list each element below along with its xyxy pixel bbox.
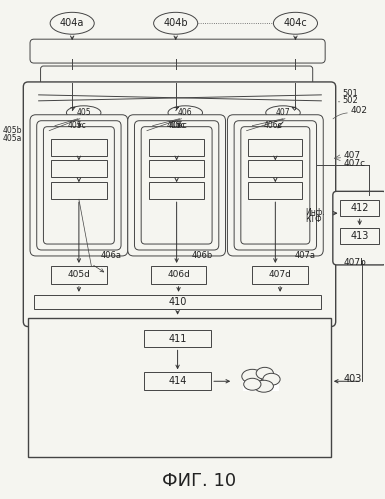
Bar bbox=[28, 318, 331, 457]
FancyBboxPatch shape bbox=[234, 121, 316, 250]
Text: 502: 502 bbox=[342, 96, 358, 105]
FancyBboxPatch shape bbox=[134, 121, 219, 250]
FancyBboxPatch shape bbox=[30, 115, 128, 256]
Text: 405c: 405c bbox=[166, 121, 185, 130]
Text: Инф.: Инф. bbox=[305, 208, 325, 217]
Ellipse shape bbox=[50, 12, 94, 34]
Ellipse shape bbox=[242, 369, 263, 383]
FancyBboxPatch shape bbox=[23, 82, 336, 326]
Ellipse shape bbox=[256, 367, 273, 379]
FancyBboxPatch shape bbox=[141, 127, 212, 244]
Text: 404b: 404b bbox=[163, 18, 188, 28]
Text: 405: 405 bbox=[76, 108, 91, 117]
Text: 404c: 404c bbox=[284, 18, 307, 28]
Text: 501: 501 bbox=[342, 89, 358, 98]
Text: 407b: 407b bbox=[343, 258, 366, 267]
Text: 411: 411 bbox=[168, 333, 187, 343]
Ellipse shape bbox=[154, 12, 198, 34]
Text: ФИГ. 10: ФИГ. 10 bbox=[162, 472, 236, 490]
Text: 414: 414 bbox=[168, 376, 187, 386]
Text: 402: 402 bbox=[350, 106, 367, 115]
Bar bbox=[248, 139, 302, 156]
Ellipse shape bbox=[263, 373, 280, 385]
Text: 407d: 407d bbox=[269, 270, 291, 279]
Ellipse shape bbox=[266, 106, 300, 120]
Text: 405c: 405c bbox=[68, 121, 86, 130]
Text: 407: 407 bbox=[343, 151, 360, 160]
Bar bbox=[151, 266, 206, 284]
Bar bbox=[248, 161, 302, 178]
Text: 405a: 405a bbox=[3, 134, 22, 143]
Text: 406: 406 bbox=[178, 108, 192, 117]
Bar bbox=[51, 266, 107, 284]
FancyBboxPatch shape bbox=[30, 39, 325, 63]
Ellipse shape bbox=[244, 378, 261, 390]
Bar bbox=[149, 139, 204, 156]
Text: 406d: 406d bbox=[167, 270, 190, 279]
FancyBboxPatch shape bbox=[333, 191, 385, 265]
Text: 407: 407 bbox=[276, 108, 290, 117]
Text: 406c: 406c bbox=[264, 121, 283, 130]
Text: 406c: 406c bbox=[168, 121, 187, 130]
FancyBboxPatch shape bbox=[241, 127, 310, 244]
Ellipse shape bbox=[67, 106, 101, 120]
Text: 407c: 407c bbox=[343, 159, 365, 168]
Text: 404a: 404a bbox=[60, 18, 84, 28]
Bar bbox=[51, 161, 107, 178]
Bar bbox=[243, 373, 279, 391]
FancyBboxPatch shape bbox=[228, 115, 323, 256]
Bar bbox=[144, 329, 211, 347]
FancyBboxPatch shape bbox=[128, 115, 226, 256]
Ellipse shape bbox=[273, 12, 318, 34]
Text: 412: 412 bbox=[350, 203, 369, 213]
Text: 407a: 407a bbox=[295, 251, 315, 260]
Text: 405d: 405d bbox=[67, 270, 90, 279]
Text: КТФ: КТФ bbox=[305, 215, 321, 224]
Bar bbox=[51, 139, 107, 156]
Ellipse shape bbox=[168, 106, 203, 120]
Bar bbox=[252, 266, 308, 284]
Bar bbox=[51, 182, 107, 199]
Text: 406a: 406a bbox=[101, 251, 122, 260]
Bar bbox=[248, 182, 302, 199]
Ellipse shape bbox=[254, 380, 273, 392]
Bar bbox=[149, 161, 204, 178]
Bar bbox=[340, 200, 379, 216]
Text: 413: 413 bbox=[350, 231, 369, 241]
Bar bbox=[340, 228, 379, 244]
FancyBboxPatch shape bbox=[40, 66, 313, 86]
Text: 403: 403 bbox=[343, 374, 362, 384]
Text: 406b: 406b bbox=[192, 251, 213, 260]
FancyBboxPatch shape bbox=[44, 127, 114, 244]
Bar bbox=[149, 182, 204, 199]
Bar bbox=[34, 295, 321, 309]
Text: 405b: 405b bbox=[3, 126, 22, 135]
FancyBboxPatch shape bbox=[37, 121, 121, 250]
Text: 410: 410 bbox=[168, 297, 187, 307]
Bar bbox=[144, 372, 211, 390]
